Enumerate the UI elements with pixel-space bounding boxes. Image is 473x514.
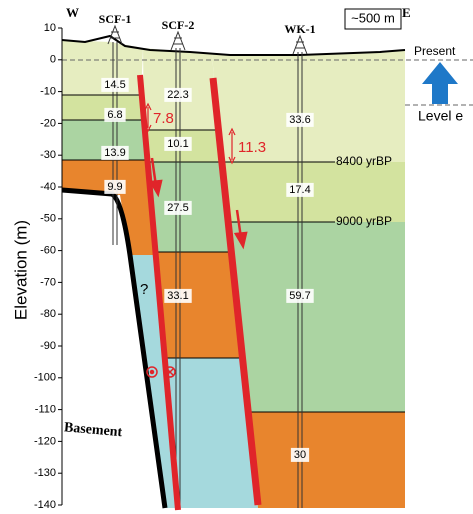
west: W xyxy=(66,5,79,20)
offset: 7.8 xyxy=(153,110,174,127)
tick-label: -110 xyxy=(35,404,56,416)
well-label: SCF-1 xyxy=(99,12,132,26)
east: E xyxy=(402,5,411,20)
thickness: 27.5 xyxy=(167,202,188,214)
layer xyxy=(156,252,241,358)
tick-label: -20 xyxy=(40,117,56,129)
tick-label: -100 xyxy=(34,372,56,384)
label-box xyxy=(286,182,314,197)
label-box xyxy=(164,288,192,303)
level-label: Level e xyxy=(418,108,463,124)
thickness: 10.1 xyxy=(167,138,188,150)
thickness: 14.5 xyxy=(104,79,125,91)
tick-label: -60 xyxy=(40,245,56,257)
tick-label: -80 xyxy=(40,308,56,320)
tick-label: -120 xyxy=(34,435,56,447)
basement-label: Basement xyxy=(63,420,123,440)
present-label: Present xyxy=(414,44,456,58)
thickness: 30 xyxy=(294,449,306,461)
tick-label: -70 xyxy=(40,276,56,288)
tick-label: -140 xyxy=(34,499,56,511)
thickness: 59.7 xyxy=(289,290,310,302)
fault xyxy=(209,77,262,506)
fault xyxy=(137,74,181,511)
well-label: WK-1 xyxy=(284,22,315,36)
offset: 11.3 xyxy=(238,139,266,156)
label-box xyxy=(101,77,129,92)
surface xyxy=(61,34,406,56)
layer xyxy=(247,412,405,508)
tick-label: -30 xyxy=(40,149,56,161)
label-box xyxy=(104,179,126,194)
basement-line xyxy=(61,187,168,509)
question-mark: ? xyxy=(140,281,148,298)
scale-box xyxy=(344,8,402,30)
thickness: 13.9 xyxy=(104,147,125,159)
thickness: 17.4 xyxy=(289,184,310,196)
strike-slip-symbols xyxy=(146,366,176,378)
label-box xyxy=(104,107,126,122)
thickness-labels: 14.5 6.8 13.9 9.9 22.3 10.1 27.5 33.1 33… xyxy=(101,77,314,462)
scale-bar: ~500 m xyxy=(351,10,395,25)
thickness: 22.3 xyxy=(167,89,188,101)
layer xyxy=(62,95,144,120)
label-box xyxy=(164,87,192,102)
well-label: SCF-2 xyxy=(162,18,195,32)
layer xyxy=(130,255,178,508)
boundaries xyxy=(62,94,405,413)
label-box xyxy=(290,447,310,462)
wells xyxy=(107,24,308,508)
label-box xyxy=(286,112,314,127)
age-label: 8400 yrBP xyxy=(336,154,392,168)
ticks: 10 0 -10 -20 -30 -40 -50 -60 -70 -80 -90 -100 -110 -1… xyxy=(34,22,62,511)
label-box xyxy=(164,200,192,215)
thickness: 33.6 xyxy=(289,114,310,126)
thickness: 9.9 xyxy=(107,181,122,193)
layer xyxy=(227,222,405,412)
label-box xyxy=(164,136,192,151)
layer xyxy=(62,160,150,195)
tick-label: -10 xyxy=(40,86,56,98)
axis-label: Elevation (m) xyxy=(11,220,30,320)
label-box xyxy=(101,145,129,160)
fault-arrows xyxy=(144,102,248,250)
sea-level-arrow xyxy=(422,62,458,104)
layer xyxy=(212,50,405,162)
age-label: 9000 yrBP xyxy=(336,214,392,228)
tick-label: -90 xyxy=(40,340,56,352)
layer xyxy=(166,358,258,508)
tick-label: -130 xyxy=(34,467,56,479)
label-box xyxy=(286,288,314,303)
thickness: 33.1 xyxy=(167,290,188,302)
tick-label: -40 xyxy=(40,181,56,193)
thickness: 6.8 xyxy=(107,109,122,121)
tick-label: -50 xyxy=(40,213,56,225)
tick-label: 10 xyxy=(44,22,56,34)
tick-label: 0 xyxy=(50,54,56,66)
